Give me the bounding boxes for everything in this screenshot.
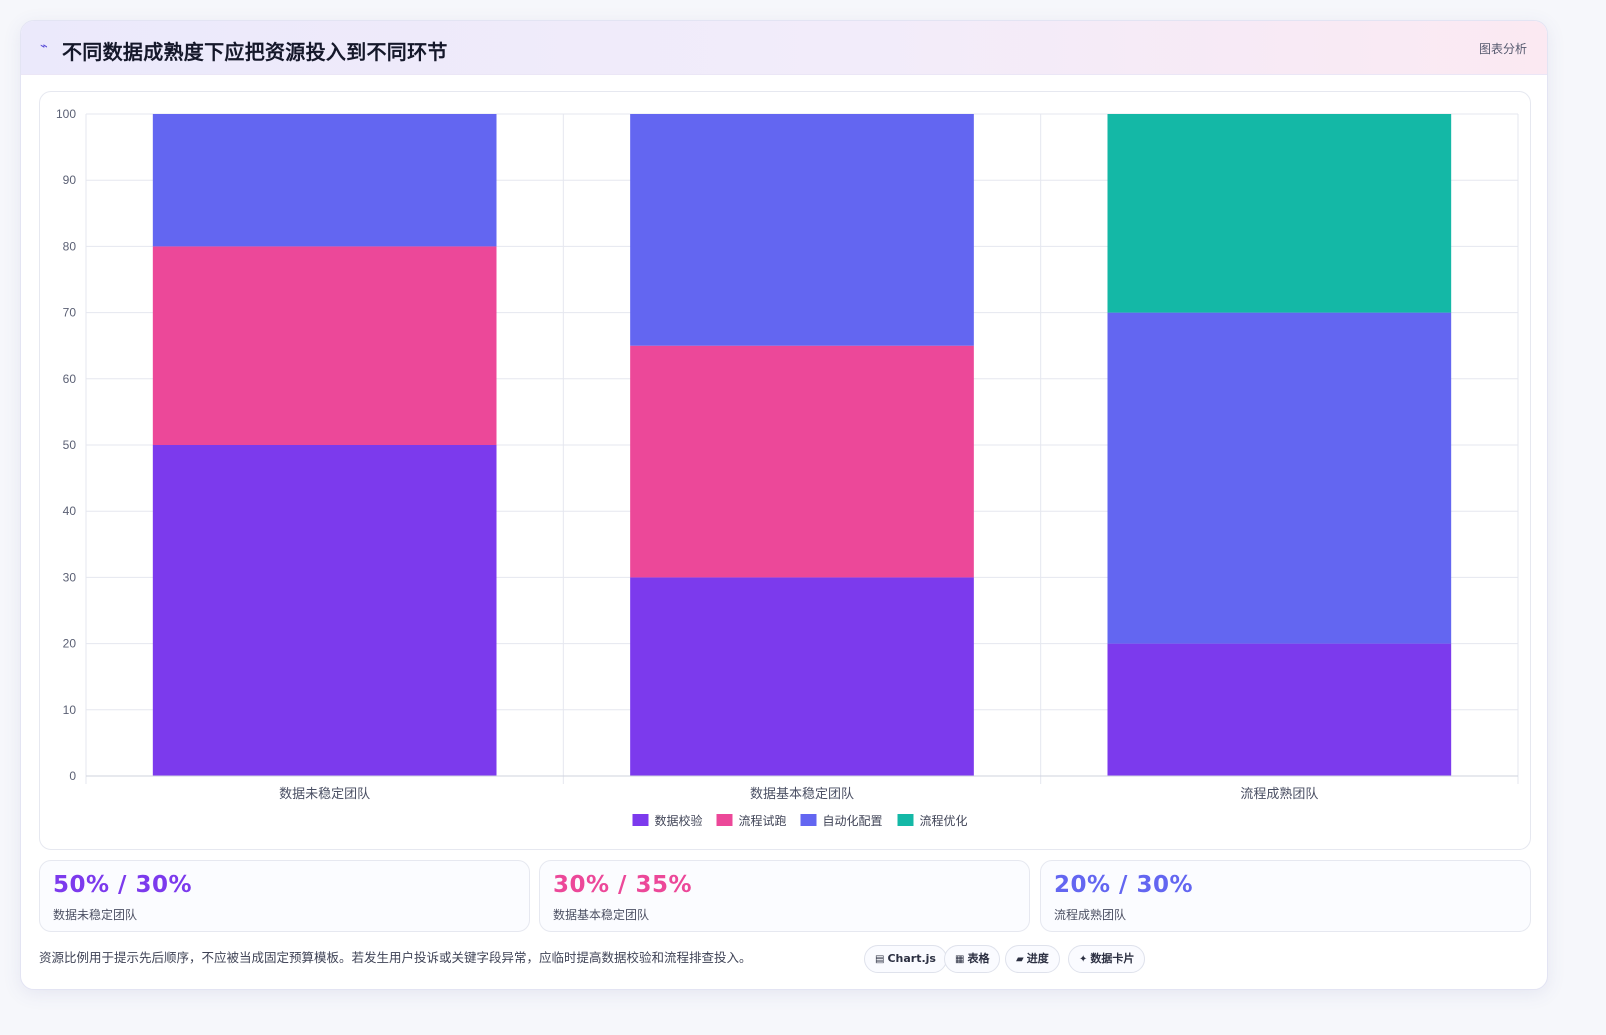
stat-card-mature: 20% / 30% 流程成熟团队 bbox=[1040, 860, 1531, 932]
chart-card: ⌁ 不同数据成熟度下应把资源投入到不同环节 图表分析 0 10 20 30 40 50 60… bbox=[20, 20, 1548, 990]
bar-segment bbox=[1107, 312, 1452, 644]
bar-segment bbox=[630, 345, 974, 578]
y-tick-label: 40 bbox=[63, 504, 77, 518]
legend-swatch bbox=[716, 814, 733, 826]
x-tick-label: 数据基本稳定团队 bbox=[750, 786, 854, 801]
bar-segment bbox=[152, 114, 497, 247]
legend-label: 数据校验 bbox=[655, 813, 703, 828]
chip-label: 表格 bbox=[967, 952, 990, 965]
y-tick-label: 10 bbox=[63, 703, 77, 717]
x-tick-label: 流程成熟团队 bbox=[1240, 786, 1318, 801]
chip-label: Chart.js bbox=[887, 952, 936, 965]
chip-table[interactable]: ▦ 表格 bbox=[944, 945, 1001, 973]
chip-label: 数据卡片 bbox=[1090, 952, 1135, 965]
table-icon: ▦ bbox=[955, 954, 965, 965]
stacked-bar-chart: 0 10 20 30 40 50 60 70 80 90 100 数据未稳定团队 数据基本稳定团队 流程成… bbox=[56, 107, 1519, 828]
stat-cards: 50% / 30% 数据未稳定团队 30% / 35% 数据基本稳定团队 20%… bbox=[39, 860, 1531, 932]
legend-swatch bbox=[897, 814, 914, 826]
y-tick-label: 70 bbox=[63, 306, 77, 320]
bar-segment bbox=[1107, 114, 1452, 313]
footnote: 资源比例用于提示先后顺序，不应被当成固定预算模板。若发生用户投诉或关键字段异常，… bbox=[39, 950, 752, 965]
legend-swatch bbox=[632, 814, 649, 826]
y-tick-label: 30 bbox=[63, 570, 77, 584]
stat-card-unstable: 50% / 30% 数据未稳定团队 bbox=[39, 860, 530, 932]
y-tick-label: 60 bbox=[63, 372, 77, 386]
stat-card-basic-stable: 30% / 35% 数据基本稳定团队 bbox=[539, 860, 1030, 932]
stat-label: 流程成熟团队 bbox=[1054, 908, 1127, 922]
bar-segment bbox=[630, 114, 974, 346]
y-tick-label: 20 bbox=[63, 637, 77, 651]
legend-swatch bbox=[800, 814, 817, 826]
sparkle-icon: ✦ bbox=[1079, 954, 1088, 965]
stat-label: 数据基本稳定团队 bbox=[553, 908, 650, 922]
stat-value: 20% / 30% bbox=[1054, 872, 1194, 898]
page-title: 不同数据成熟度下应把资源投入到不同环节 bbox=[62, 40, 448, 64]
y-tick-label: 80 bbox=[63, 239, 77, 253]
bar-segment bbox=[630, 577, 974, 776]
chip-label: 进度 bbox=[1026, 952, 1049, 965]
chip-progress[interactable]: ▰ 进度 bbox=[1005, 945, 1060, 973]
line-chart-icon: ⌁ bbox=[40, 39, 48, 54]
legend-label: 自动化配置 bbox=[823, 814, 883, 828]
chart-analysis-badge: 图表分析 bbox=[1478, 42, 1527, 56]
y-tick-label: 0 bbox=[69, 769, 76, 783]
stat-value: 30% / 35% bbox=[553, 872, 693, 898]
bar-segment bbox=[152, 445, 497, 776]
chip-chartjs[interactable]: ▤ Chart.js bbox=[864, 945, 947, 973]
y-tick-label: 90 bbox=[63, 173, 77, 187]
y-tick-label: 50 bbox=[63, 438, 77, 452]
stat-label: 数据未稳定团队 bbox=[53, 908, 138, 922]
chip-data-card[interactable]: ✦ 数据卡片 bbox=[1068, 945, 1146, 973]
bar-segment bbox=[152, 246, 497, 445]
legend-label: 流程试跑 bbox=[739, 813, 787, 828]
chart-panel: 0 10 20 30 40 50 60 70 80 90 100 数据未稳定团队 数据基本稳定团队 流程成… bbox=[39, 91, 1531, 850]
x-tick-label: 数据未稳定团队 bbox=[279, 786, 370, 801]
progress-icon: ▰ bbox=[1016, 954, 1024, 965]
bar-segment bbox=[1107, 643, 1452, 776]
legend-label: 流程优化 bbox=[920, 813, 968, 828]
chart-icon: ▤ bbox=[875, 954, 885, 965]
card-header: ⌁ 不同数据成熟度下应把资源投入到不同环节 图表分析 bbox=[21, 21, 1547, 75]
y-tick-label: 100 bbox=[56, 107, 76, 121]
stat-value: 50% / 30% bbox=[53, 872, 193, 898]
